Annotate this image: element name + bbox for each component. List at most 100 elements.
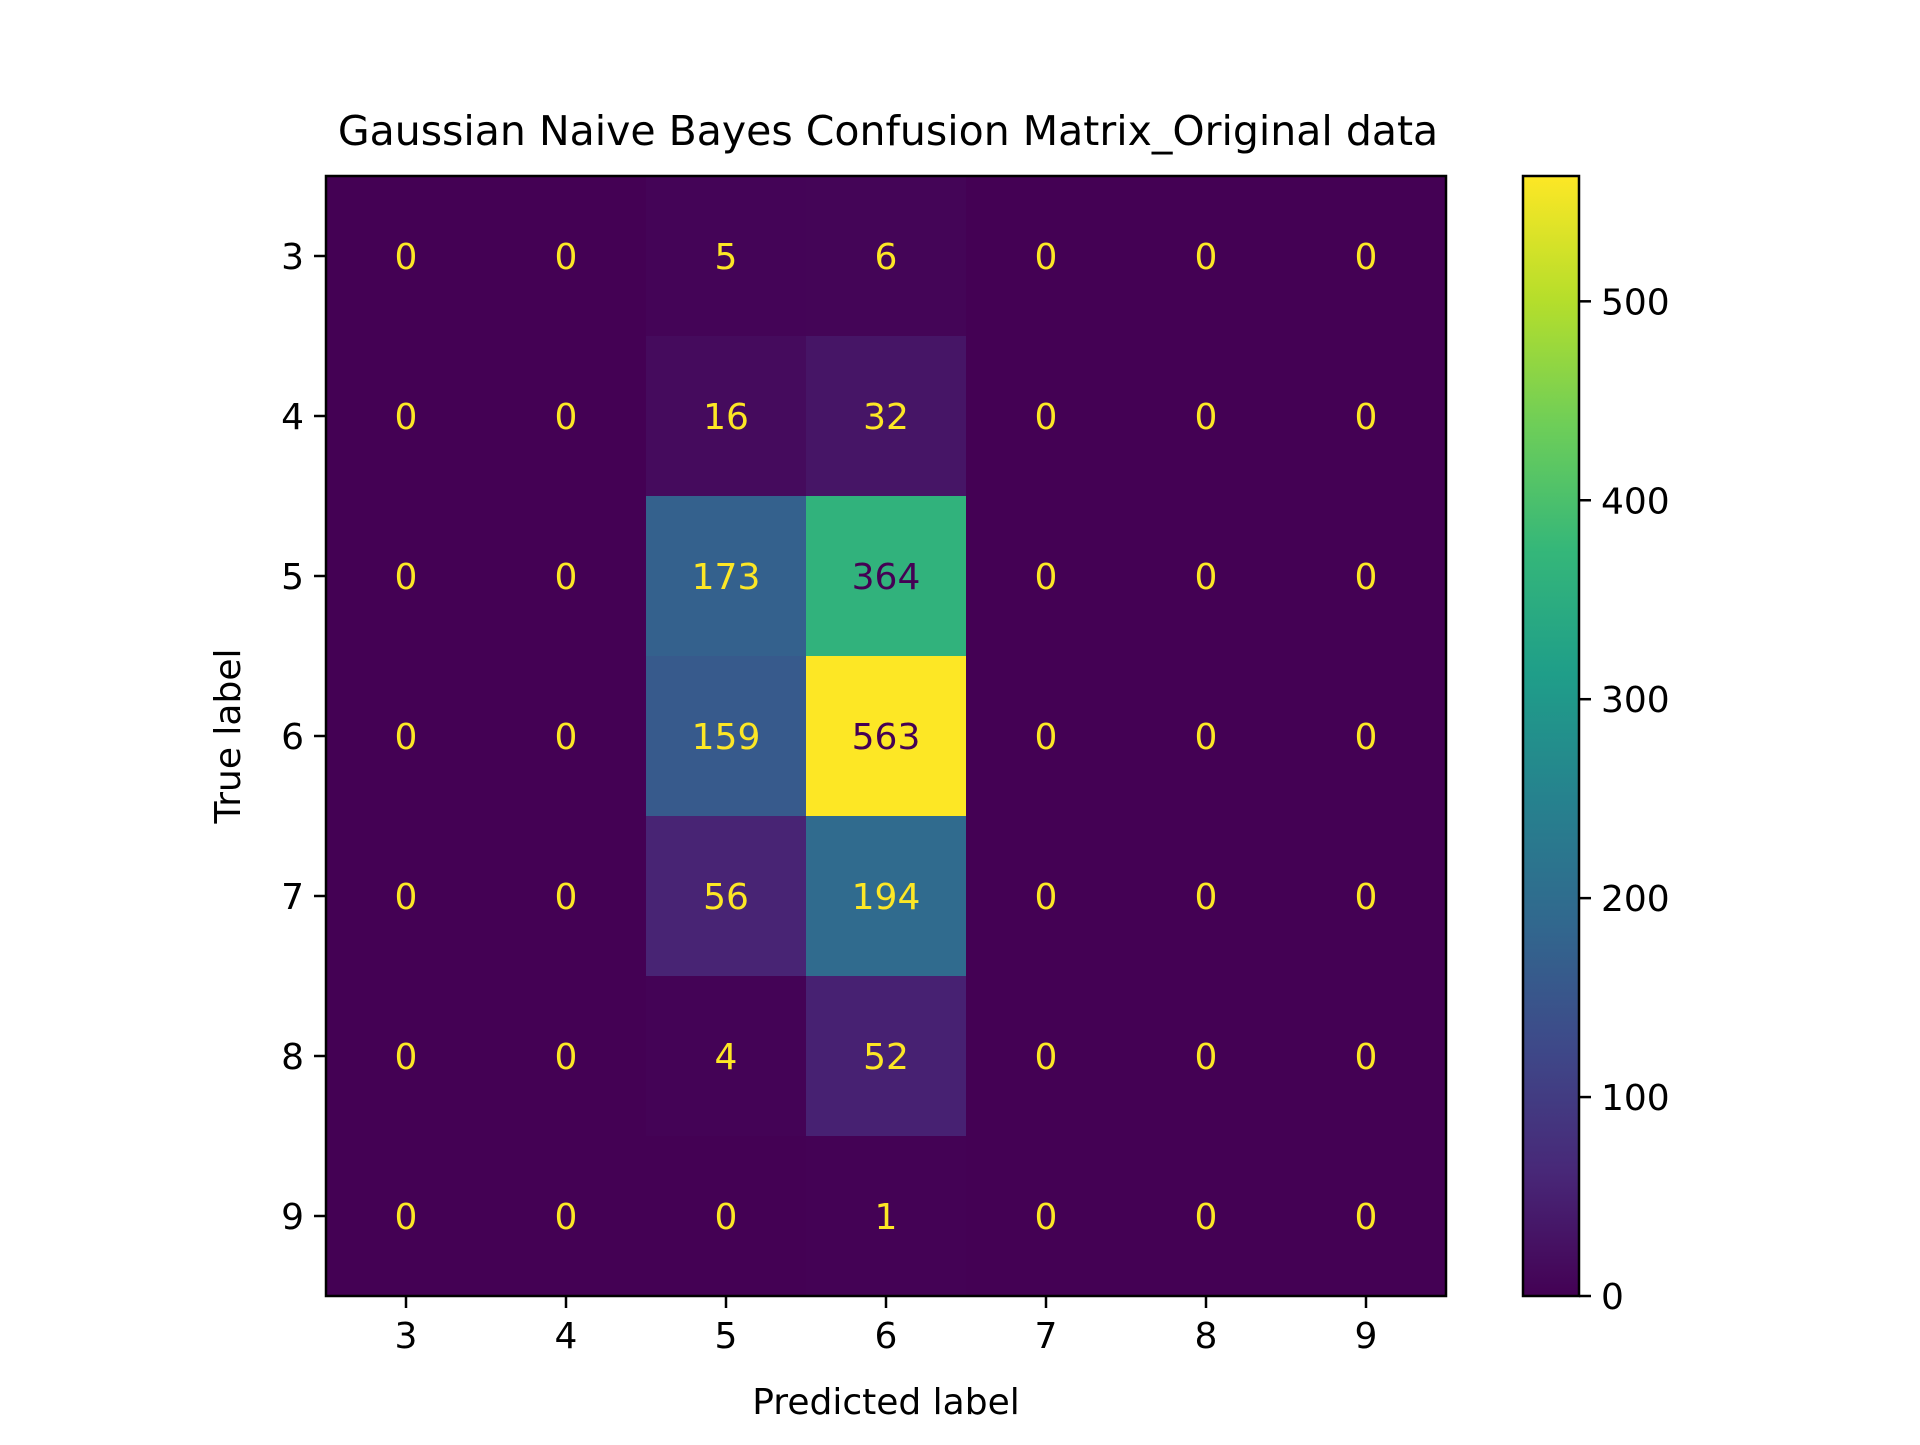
heatmap-cell: [966, 816, 1127, 977]
cell-value-label: 4: [715, 1037, 738, 1078]
cell-value-label: 159: [692, 717, 761, 758]
heatmap-cell: [806, 176, 967, 337]
cell-value-label: 0: [1355, 557, 1378, 598]
x-tick-label: 4: [555, 1316, 578, 1357]
heatmap-cell: [486, 816, 647, 977]
cell-value-label: 0: [555, 557, 578, 598]
cell-value-label: 0: [1195, 397, 1218, 438]
heatmap-cell: [326, 336, 487, 497]
cell-value-label: 0: [555, 237, 578, 278]
heatmap-cell: [1126, 496, 1287, 657]
cell-value-label: 0: [1035, 877, 1058, 918]
heatmap-cell: [806, 816, 967, 977]
heatmap-cell: [1286, 1136, 1447, 1297]
cell-value-label: 0: [1355, 397, 1378, 438]
x-tick-label: 3: [395, 1316, 418, 1357]
y-tick-label: 9: [281, 1197, 304, 1238]
cell-value-label: 0: [1035, 237, 1058, 278]
cell-value-label: 0: [395, 1037, 418, 1078]
cell-value-label: 0: [1195, 877, 1218, 918]
y-axis: 3 4 5 6 7 8 9: [281, 237, 326, 1238]
colorbar-tick-label: 0: [1601, 1277, 1624, 1318]
cell-value-label: 0: [395, 1197, 418, 1238]
cell-value-label: 0: [715, 1197, 738, 1238]
heatmap-cell: [806, 1136, 967, 1297]
heatmap-cell: [486, 976, 647, 1137]
colorbar: 0 100 200 300 400 500: [1521, 174, 1670, 1318]
heatmap-cell: [806, 656, 967, 817]
heatmap-cell: [966, 976, 1127, 1137]
heatmap-cell: [966, 496, 1127, 657]
y-tick-label: 3: [281, 237, 304, 278]
y-tick-label: 6: [281, 717, 304, 758]
colorbar-tick-label: 500: [1601, 282, 1670, 323]
cell-value-label: 6: [875, 237, 898, 278]
heatmap-cell: [1126, 336, 1287, 497]
heatmap-cell: [646, 656, 807, 817]
cell-value-label: 0: [1355, 1037, 1378, 1078]
cell-value-label: 0: [1035, 1197, 1058, 1238]
heatmap-cell: [966, 176, 1127, 337]
heatmap-cell: [966, 656, 1127, 817]
heatmap-cell: [646, 816, 807, 977]
heatmap-cell: [1286, 336, 1447, 497]
colorbar-gradient: [1523, 176, 1579, 1296]
x-tick-label: 9: [1355, 1316, 1378, 1357]
cell-value-label: 563: [852, 717, 921, 758]
cell-value-label: 0: [1035, 717, 1058, 758]
heatmap-cell: [1126, 816, 1287, 977]
x-tick-label: 5: [715, 1316, 738, 1357]
heatmap-cells: [326, 176, 1447, 1297]
x-axis-label: Predicted label: [752, 1382, 1020, 1423]
cell-value-label: 0: [1195, 717, 1218, 758]
cell-value-label: 0: [1035, 1037, 1058, 1078]
colorbar-tick-label: 300: [1601, 680, 1670, 721]
cell-value-label: 173: [692, 557, 761, 598]
y-tick-label: 5: [281, 557, 304, 598]
heatmap-cell: [486, 656, 647, 817]
cell-value-label: 0: [555, 1197, 578, 1238]
heatmap-cell: [1286, 656, 1447, 817]
y-axis-label: True label: [208, 649, 249, 825]
y-tick-label: 7: [281, 877, 304, 918]
cell-value-label: 56: [703, 877, 749, 918]
y-tick-label: 4: [281, 397, 304, 438]
heatmap-cell: [646, 336, 807, 497]
cell-value-label: 0: [1195, 1197, 1218, 1238]
x-tick-label: 8: [1195, 1316, 1218, 1357]
heatmap-cell: [1286, 816, 1447, 977]
cell-value-label: 0: [1195, 237, 1218, 278]
heatmap-cell: [486, 1136, 647, 1297]
x-tick-label: 7: [1035, 1316, 1058, 1357]
heatmap-cell: [966, 336, 1127, 497]
cell-value-label: 0: [555, 397, 578, 438]
cell-value-label: 0: [395, 717, 418, 758]
cell-value-label: 0: [1195, 1037, 1218, 1078]
heatmap-cell: [646, 976, 807, 1137]
heatmap-cell: [326, 1136, 487, 1297]
heatmap-cell: [486, 496, 647, 657]
cell-value-label: 5: [715, 237, 738, 278]
heatmap-cell: [326, 656, 487, 817]
cell-value-label: 0: [395, 877, 418, 918]
heatmap-cell: [646, 176, 807, 337]
heatmap-cell: [966, 1136, 1127, 1297]
cell-value-label: 0: [1035, 557, 1058, 598]
cell-value-label: 0: [395, 237, 418, 278]
x-axis: 3 4 5 6 7 8 9: [395, 1296, 1378, 1357]
cell-value-label: 0: [395, 557, 418, 598]
cell-value-label: 0: [555, 717, 578, 758]
heatmap-cell: [806, 976, 967, 1137]
cell-value-label: 0: [1355, 877, 1378, 918]
heatmap-cell: [486, 336, 647, 497]
heatmap-cell: [1286, 976, 1447, 1137]
cell-value-label: 52: [863, 1037, 909, 1078]
heatmap-cell: [806, 496, 967, 657]
colorbar-tick-label: 400: [1601, 481, 1670, 522]
heatmap-cell: [326, 496, 487, 657]
colorbar-tick-label: 100: [1601, 1078, 1670, 1119]
cell-value-label: 32: [863, 397, 909, 438]
cell-value-label: 0: [555, 877, 578, 918]
cell-value-label: 0: [1355, 717, 1378, 758]
